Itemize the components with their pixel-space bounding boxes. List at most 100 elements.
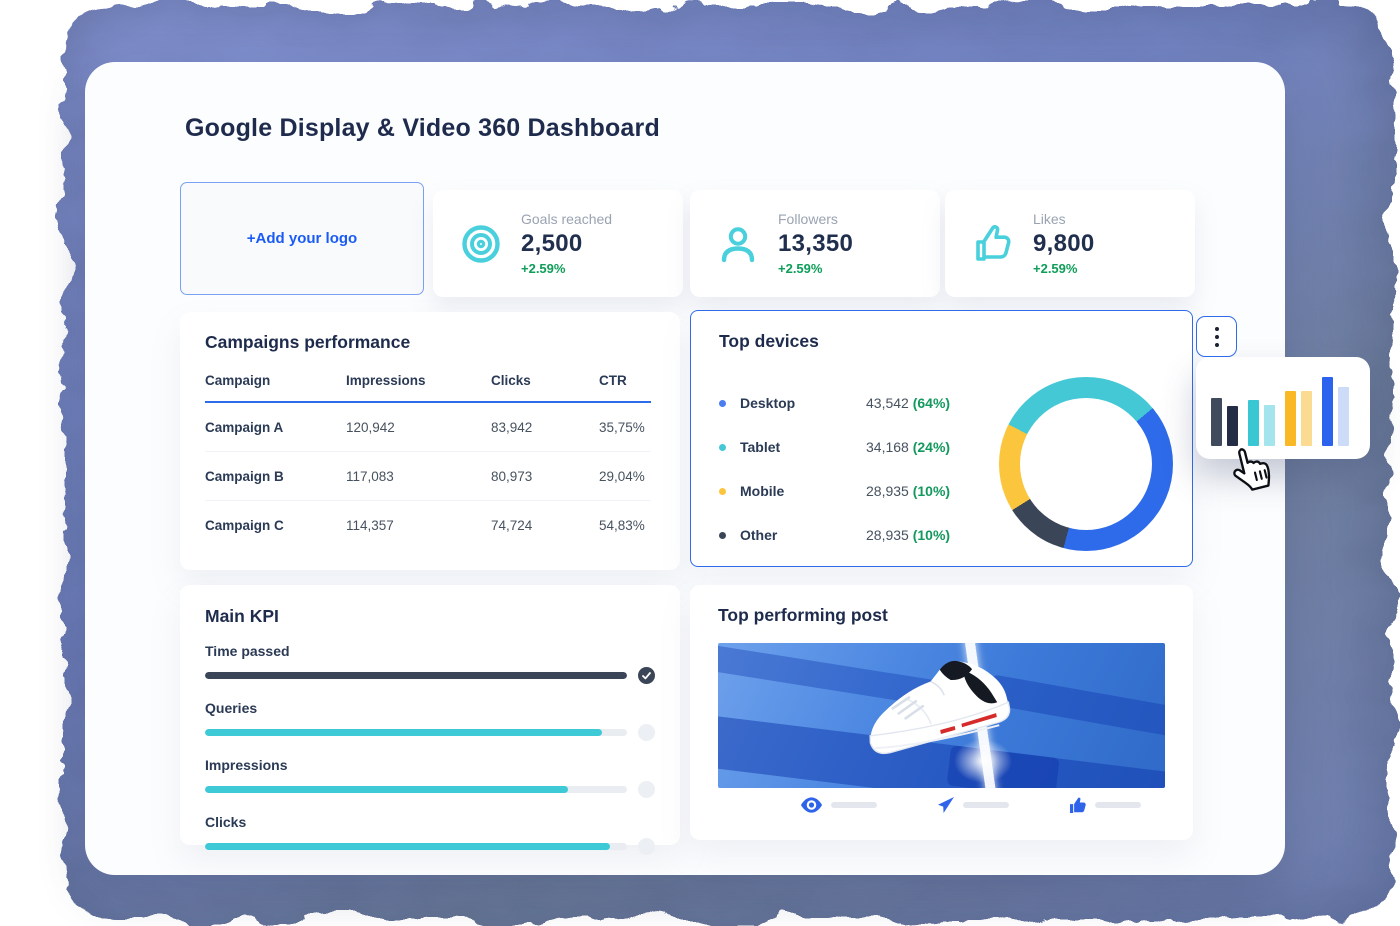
stat-delta: +2.59% bbox=[778, 261, 823, 276]
legend-dot bbox=[719, 399, 726, 407]
main-kpi-panel: Main KPI Time passed Queries Impressions bbox=[180, 585, 680, 855]
campaigns-table: Campaign Impressions Clicks CTR Campaign… bbox=[205, 367, 651, 549]
views-placeholder-line bbox=[831, 802, 877, 808]
legend-dot bbox=[719, 531, 726, 539]
top-devices-panel[interactable]: Top devices Desktop 43,542 (64%) Tablet … bbox=[690, 310, 1193, 567]
dashboard-card: Google Display & Video 360 Dashboard +Ad… bbox=[85, 62, 1285, 875]
stat-delta: +2.59% bbox=[521, 261, 566, 276]
column-header: CTR bbox=[599, 373, 627, 388]
shares-placeholder-line bbox=[963, 802, 1009, 808]
top-post-panel: Top performing post bbox=[690, 585, 1193, 840]
progress-track bbox=[205, 729, 628, 736]
top-post-title: Top performing post bbox=[718, 605, 888, 625]
legend-item-tablet: Tablet 34,168 (24%) bbox=[719, 425, 989, 469]
kpi-item-clicks: Clicks bbox=[205, 814, 655, 855]
table-cell: 83,942 bbox=[491, 419, 533, 435]
stat-value: 9,800 bbox=[1033, 230, 1095, 257]
table-cell: 54,83% bbox=[599, 517, 645, 533]
table-cell: 74,724 bbox=[491, 517, 533, 533]
campaigns-title: Campaigns performance bbox=[205, 332, 411, 352]
column-header: Impressions bbox=[346, 373, 426, 388]
thumbs-up-small-icon[interactable] bbox=[1069, 797, 1087, 814]
column-header: Clicks bbox=[491, 373, 531, 388]
stat-card-goals: Goals reached 2,500 +2.59% bbox=[433, 190, 683, 297]
kebab-dot bbox=[1214, 334, 1219, 339]
sneaker-illustration bbox=[869, 660, 1011, 755]
likes-placeholder-line bbox=[1095, 802, 1141, 808]
legend-value: 28,935 (10%) bbox=[866, 527, 951, 543]
stat-label: Likes bbox=[1033, 211, 1066, 227]
post-image-sneaker bbox=[718, 643, 1165, 788]
eye-icon[interactable] bbox=[800, 797, 823, 813]
devices-donut-chart bbox=[999, 377, 1173, 551]
campaigns-table-body: Campaign A 120,942 83,942 35,75% Campaign B 1… bbox=[205, 403, 651, 549]
table-header-row: Campaign Impressions Clicks CTR bbox=[205, 367, 651, 403]
mini-bar bbox=[1264, 405, 1275, 446]
mini-bar bbox=[1322, 377, 1333, 446]
table-cell: Campaign C bbox=[205, 517, 284, 533]
share-arrow-icon[interactable] bbox=[937, 796, 955, 814]
table-cell: Campaign B bbox=[205, 468, 284, 484]
add-logo-button[interactable]: +Add your logo bbox=[180, 182, 424, 295]
kebab-menu-button[interactable] bbox=[1196, 316, 1237, 357]
progress-endpoint-icon bbox=[638, 781, 655, 798]
table-row: Campaign A 120,942 83,942 35,75% bbox=[205, 403, 651, 452]
kpi-label: Time passed bbox=[205, 643, 290, 659]
mini-bar bbox=[1338, 387, 1349, 446]
column-header: Campaign bbox=[205, 373, 271, 388]
table-cell: 35,75% bbox=[599, 419, 645, 435]
stat-label: Followers bbox=[778, 211, 838, 227]
stat-card-followers: Followers 13,350 +2.59% bbox=[690, 190, 940, 297]
table-cell: 120,942 bbox=[346, 419, 395, 435]
legend-label: Mobile bbox=[740, 483, 785, 499]
legend-item-mobile: Mobile 28,935 (10%) bbox=[719, 469, 989, 513]
kebab-dot bbox=[1214, 342, 1219, 347]
add-logo-label: +Add your logo bbox=[246, 230, 358, 247]
table-cell: Campaign A bbox=[205, 419, 284, 435]
user-icon bbox=[721, 226, 755, 262]
hand-pointer-cursor bbox=[1233, 448, 1271, 491]
table-cell: 80,973 bbox=[491, 468, 533, 484]
page-title: Google Display & Video 360 Dashboard bbox=[185, 114, 660, 142]
stat-delta: +2.59% bbox=[1033, 261, 1078, 276]
stat-label: Goals reached bbox=[521, 211, 613, 227]
mini-bar bbox=[1211, 398, 1222, 446]
thumbs-up-icon bbox=[976, 224, 1011, 261]
stat-value: 2,500 bbox=[521, 230, 583, 257]
post-engagement-row bbox=[718, 796, 1165, 814]
legend-label: Other bbox=[740, 527, 778, 543]
progress-track bbox=[205, 672, 628, 679]
views-group bbox=[800, 797, 877, 813]
main-kpi-title: Main KPI bbox=[205, 606, 279, 626]
target-icon bbox=[462, 224, 500, 263]
legend-label: Desktop bbox=[740, 395, 796, 411]
top-devices-title: Top devices bbox=[719, 331, 819, 351]
progress-endpoint-icon bbox=[638, 724, 655, 741]
legend-item-desktop: Desktop 43,542 (64%) bbox=[719, 381, 989, 425]
table-cell: 29,04% bbox=[599, 468, 645, 484]
kpi-item-queries: Queries bbox=[205, 700, 655, 741]
progress-fill bbox=[205, 843, 611, 850]
check-circle-icon bbox=[638, 667, 655, 684]
mini-bar bbox=[1227, 406, 1238, 446]
table-cell: 117,083 bbox=[346, 468, 394, 484]
kpi-item-impressions: Impressions bbox=[205, 757, 655, 798]
likes-group bbox=[1069, 797, 1141, 814]
legend-dot bbox=[719, 443, 726, 451]
kebab-dot bbox=[1214, 326, 1219, 331]
progress-fill bbox=[205, 729, 602, 736]
shares-group bbox=[937, 796, 1009, 814]
legend-value: 28,935 (10%) bbox=[866, 483, 951, 499]
mini-bar bbox=[1285, 391, 1296, 446]
progress-track bbox=[205, 786, 628, 793]
table-row: Campaign B 117,083 80,973 29,04% bbox=[205, 452, 651, 501]
mini-bar bbox=[1248, 400, 1259, 446]
table-cell: 114,357 bbox=[346, 517, 394, 533]
line-glow bbox=[954, 739, 1012, 783]
stat-card-likes: Likes 9,800 +2.59% bbox=[945, 190, 1195, 297]
kpi-label: Impressions bbox=[205, 757, 288, 773]
mini-bar-chart-popup[interactable] bbox=[1196, 357, 1370, 459]
legend-item-other: Other 28,935 (10%) bbox=[719, 513, 989, 557]
kpi-label: Clicks bbox=[205, 814, 247, 830]
legend-label: Tablet bbox=[740, 439, 781, 455]
